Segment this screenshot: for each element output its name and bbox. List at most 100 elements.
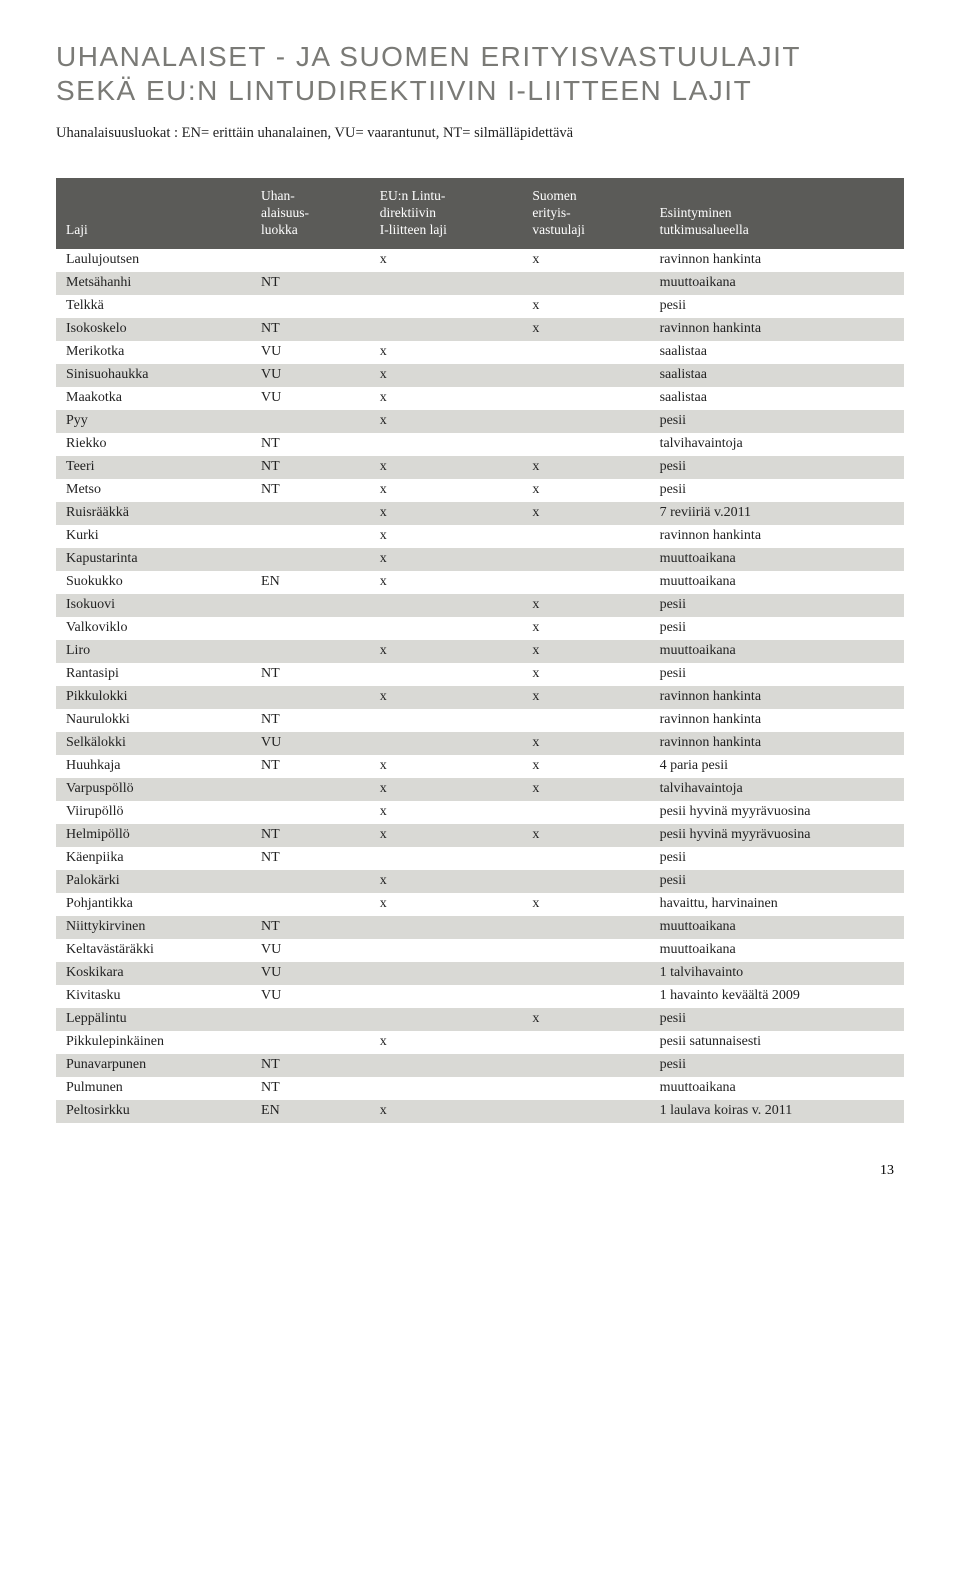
table-cell xyxy=(522,272,649,295)
table-cell: x xyxy=(522,594,649,617)
table-cell: x xyxy=(370,249,523,272)
table-cell: pesii xyxy=(650,847,904,870)
table-cell xyxy=(370,295,523,318)
table-cell: talvihavaintoja xyxy=(650,778,904,801)
table-cell: x xyxy=(522,479,649,502)
table-cell: x xyxy=(522,1008,649,1031)
table-row: SuokukkoENxmuuttoaikana xyxy=(56,571,904,594)
table-cell xyxy=(522,410,649,433)
table-row: RiekkoNTtalvihavaintoja xyxy=(56,433,904,456)
table-cell: 7 reviiriä v.2011 xyxy=(650,502,904,525)
table-cell xyxy=(251,249,370,272)
table-cell: Metso xyxy=(56,479,251,502)
table-cell xyxy=(251,410,370,433)
table-cell: Pulmunen xyxy=(56,1077,251,1100)
table-cell xyxy=(370,1008,523,1031)
table-cell: x xyxy=(522,686,649,709)
table-row: NaurulokkiNTravinnon hankinta xyxy=(56,709,904,732)
table-cell: x xyxy=(522,893,649,916)
table-cell xyxy=(522,801,649,824)
table-cell: ravinnon hankinta xyxy=(650,709,904,732)
table-cell xyxy=(522,433,649,456)
table-cell: Ruisrääkkä xyxy=(56,502,251,525)
table-row: TeeriNTxxpesii xyxy=(56,456,904,479)
table-cell: Palokärki xyxy=(56,870,251,893)
table-cell: x xyxy=(522,617,649,640)
table-cell: Valkoviklo xyxy=(56,617,251,640)
table-row: PulmunenNTmuuttoaikana xyxy=(56,1077,904,1100)
table-cell: VU xyxy=(251,962,370,985)
table-cell: VU xyxy=(251,364,370,387)
table-cell: x xyxy=(522,318,649,341)
table-row: MaakotkaVUxsaalistaa xyxy=(56,387,904,410)
table-cell xyxy=(370,985,523,1008)
table-row: Telkkäxpesii xyxy=(56,295,904,318)
table-cell: VU xyxy=(251,732,370,755)
table-cell: x xyxy=(522,755,649,778)
table-cell: pesii xyxy=(650,479,904,502)
table-cell: x xyxy=(370,755,523,778)
table-cell xyxy=(370,1077,523,1100)
table-cell: Pikkulepinkäinen xyxy=(56,1031,251,1054)
table-cell xyxy=(370,847,523,870)
table-cell: 1 havainto keväältä 2009 xyxy=(650,985,904,1008)
table-cell: Pohjantikka xyxy=(56,893,251,916)
table-cell: pesii xyxy=(650,295,904,318)
table-cell: x xyxy=(370,893,523,916)
table-cell xyxy=(251,502,370,525)
table-cell: pesii xyxy=(650,1008,904,1031)
table-cell: NT xyxy=(251,318,370,341)
table-cell xyxy=(370,1054,523,1077)
table-row: Kurkixravinnon hankinta xyxy=(56,525,904,548)
table-cell: Suokukko xyxy=(56,571,251,594)
table-cell: pesii xyxy=(650,456,904,479)
table-cell: Merikotka xyxy=(56,341,251,364)
table-cell: x xyxy=(522,502,649,525)
page-title: UHANALAISET - JA SUOMEN ERITYISVASTUULAJ… xyxy=(56,40,904,107)
table-cell xyxy=(522,962,649,985)
table-cell: Kivitasku xyxy=(56,985,251,1008)
table-cell xyxy=(251,617,370,640)
table-cell: Peltosirkku xyxy=(56,1100,251,1123)
table-cell: pesii xyxy=(650,663,904,686)
table-cell: x xyxy=(522,778,649,801)
table-cell: havaittu, harvinainen xyxy=(650,893,904,916)
table-cell: x xyxy=(370,571,523,594)
col-vastuulaji: Suomenerityis-vastuulaji xyxy=(522,178,649,249)
table-cell: NT xyxy=(251,433,370,456)
col-esiintyminen: Esiintyminentutkimusalueella xyxy=(650,178,904,249)
table-row: Ruisrääkkäxx7 reviiriä v.2011 xyxy=(56,502,904,525)
table-cell: x xyxy=(370,1031,523,1054)
table-cell: pesii xyxy=(650,594,904,617)
table-cell: Metsähanhi xyxy=(56,272,251,295)
table-cell: NT xyxy=(251,755,370,778)
table-row: Pyyxpesii xyxy=(56,410,904,433)
table-cell xyxy=(251,594,370,617)
table-cell: x xyxy=(370,801,523,824)
table-cell: muuttoaikana xyxy=(650,548,904,571)
table-cell xyxy=(251,295,370,318)
table-row: KäenpiikaNTpesii xyxy=(56,847,904,870)
table-cell: NT xyxy=(251,916,370,939)
table-cell xyxy=(522,985,649,1008)
table-row: SinisuohaukkaVUxsaalistaa xyxy=(56,364,904,387)
table-cell: muuttoaikana xyxy=(650,916,904,939)
table-cell: NT xyxy=(251,663,370,686)
table-cell: Kapustarinta xyxy=(56,548,251,571)
table-row: KoskikaraVU1 talvihavainto xyxy=(56,962,904,985)
table-cell xyxy=(522,1054,649,1077)
table-cell xyxy=(370,433,523,456)
table-cell: pesii xyxy=(650,410,904,433)
table-cell: ravinnon hankinta xyxy=(650,686,904,709)
table-cell: pesii xyxy=(650,1054,904,1077)
table-cell: Riekko xyxy=(56,433,251,456)
table-cell xyxy=(522,1100,649,1123)
table-cell xyxy=(370,617,523,640)
table-row: Liroxxmuuttoaikana xyxy=(56,640,904,663)
table-cell xyxy=(522,709,649,732)
table-cell: ravinnon hankinta xyxy=(650,318,904,341)
table-cell: pesii hyvinä myyrävuosina xyxy=(650,801,904,824)
table-cell: Niittykirvinen xyxy=(56,916,251,939)
table-row: Viirupöllöxpesii hyvinä myyrävuosina xyxy=(56,801,904,824)
table-cell: pesii xyxy=(650,870,904,893)
